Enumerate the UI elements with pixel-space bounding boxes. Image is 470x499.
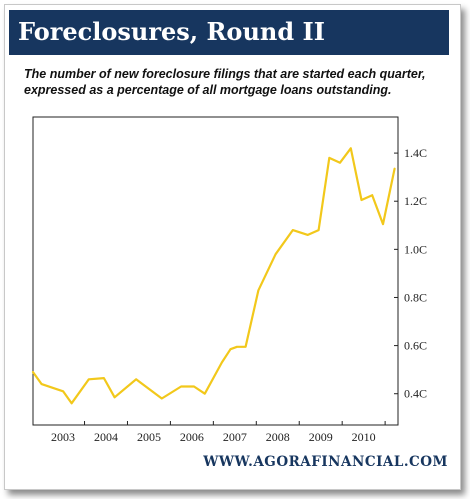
y-axis: 0.4C 0.6C 0.8C 1.0C 1.2C 1.4C [394,146,427,401]
y-tick-label: 0.8C [404,290,427,304]
y-tick-label: 1.2C [404,194,427,208]
y-tick-label: 1.4C [404,146,427,160]
y-tick-label: 0.6C [404,339,427,353]
x-tick-label: 2003 [51,430,75,444]
y-tick-label: 0.4C [404,387,427,401]
chart-title: Foreclosures, Round II [18,17,325,46]
title-bar: Foreclosures, Round II [9,10,449,55]
x-axis: 2003 2004 2005 2006 2007 2008 2009 2010 [51,421,386,444]
website-credit: WWW.AGORAFINANCIAL.COM [203,454,448,470]
x-tick-label: 2005 [137,430,161,444]
x-tick-label: 2006 [180,430,204,444]
x-tick-label: 2004 [94,430,118,444]
chart-subtitle: The number of new foreclosure filings th… [24,67,426,97]
chart-card [4,4,461,490]
plot-area-frame [32,116,399,426]
x-tick-label: 2009 [309,430,333,444]
y-tick-label: 1.0C [404,242,427,256]
series-group [31,147,396,405]
x-tick-label: 2010 [352,430,376,444]
series-line [31,147,396,405]
x-tick-label: 2008 [266,430,290,444]
x-tick-label: 2007 [223,430,247,444]
